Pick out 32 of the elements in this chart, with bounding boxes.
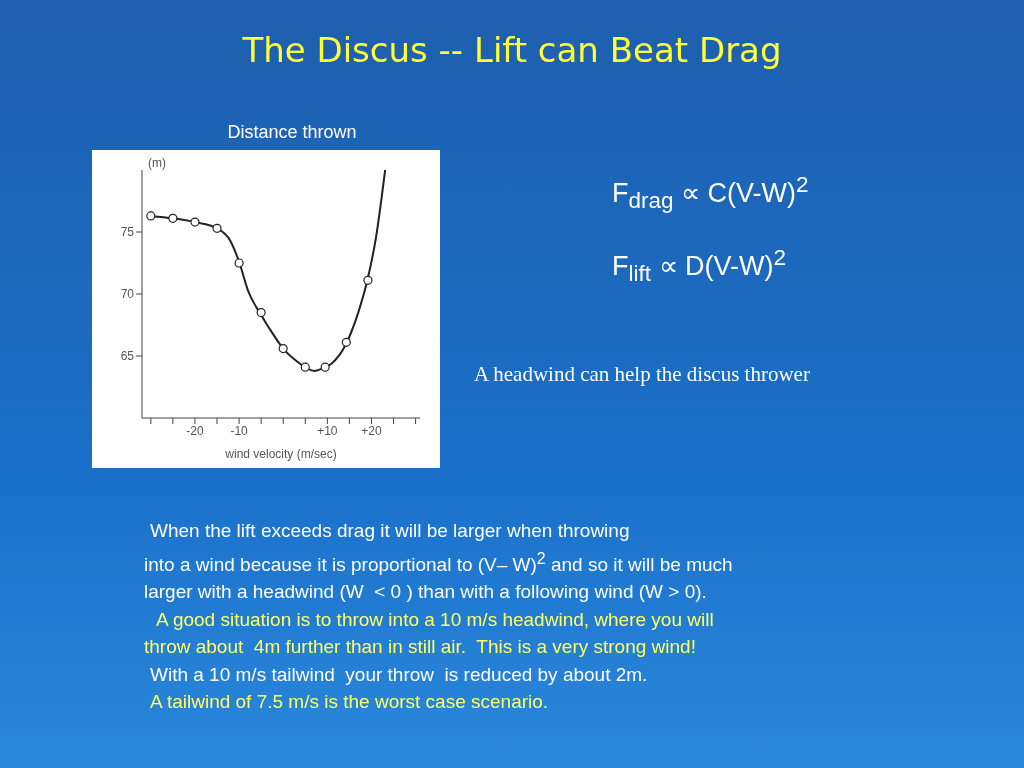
text: The Discus -- Lift can Beat Drag: [241, 30, 783, 70]
point: [146, 211, 156, 221]
y-tick-label: 65: [120, 349, 135, 364]
point: [341, 337, 351, 347]
text: With a 10 m/s tailwind your throw is reduced by about 2m.: [149, 662, 649, 687]
y-tick-label: 70: [120, 287, 135, 302]
point: [190, 217, 200, 227]
point: [256, 308, 266, 318]
point: [363, 275, 373, 285]
x-tick-label: +20: [361, 423, 382, 438]
point: [320, 362, 330, 372]
y-tick-label: 75: [120, 225, 135, 240]
point: [168, 213, 178, 223]
point: [212, 223, 222, 233]
text: larger with a headwind (W < 0 ) than with a following wind (W > 0).: [144, 580, 708, 605]
point: [278, 343, 288, 354]
text: F$_{lift}$ ∝ D(V-W)$^{2}$: [612, 245, 786, 288]
text: throw about 4m further than in still air. This is a very strong wind!: [144, 635, 697, 660]
x-axis-title: wind velocity (m/sec): [224, 447, 337, 461]
y-axis-title: (m): [148, 155, 166, 170]
point: [300, 362, 310, 372]
text: When the lift exceeds drag it will be larger when throwing: [149, 519, 631, 543]
text: A good situation is to throw into a 10 m/s headwind, where you will: [155, 607, 715, 632]
text: A tailwind of 7.5 m/s is the worst case scenario.: [149, 690, 550, 715]
text: into a wind because it is proportional to (V– W)$^{2}$ and so it will be much: [144, 548, 733, 577]
x-tick-label: -10: [230, 423, 249, 438]
text: A headwind can help the discus thrower: [474, 362, 810, 387]
point: [234, 258, 244, 268]
x-tick-label: -20: [186, 423, 204, 438]
x-tick-label: +10: [317, 423, 338, 438]
chart-subtitle: Distance thrown: [226, 122, 358, 143]
text: F$_{drag}$ ∝ C(V-W)$^{2}$: [612, 172, 809, 215]
